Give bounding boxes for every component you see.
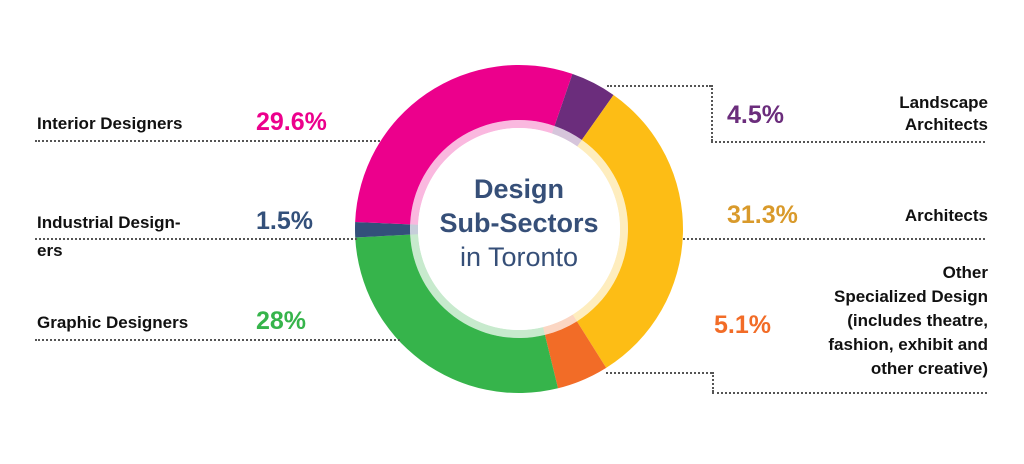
- donut-slice: [355, 234, 559, 393]
- leader-landscape-b: [711, 85, 713, 141]
- donut-hole: [418, 128, 620, 330]
- label-industrial-line1: Industrial Design-: [37, 213, 181, 232]
- center-line1: Design: [473, 174, 565, 204]
- label-other-line2: Specialized Design: [834, 287, 988, 306]
- donut-slice: [355, 64, 573, 225]
- pct-interior: 29.6%: [256, 108, 327, 136]
- label-industrial: Industrial Design- ers: [37, 212, 181, 262]
- leader-interior: [35, 140, 380, 142]
- label-landscape: Landscape Architects: [899, 92, 988, 136]
- label-landscape-line1: Landscape: [899, 93, 988, 112]
- pct-graphic: 28%: [256, 307, 307, 335]
- donut-inner-band: [551, 125, 582, 147]
- pct-other: 5.1%: [714, 311, 771, 339]
- donut-inner-band: [409, 224, 419, 235]
- label-other-line5: other creative): [870, 359, 988, 378]
- leader-architects: [683, 238, 985, 240]
- donut-inner-band: [572, 139, 628, 322]
- label-other-line3: (includes theatre,: [847, 311, 988, 330]
- pct-architects: 31.3%: [727, 201, 798, 229]
- center-line2: Sub-Sectors: [439, 208, 599, 238]
- donut-slice: [544, 321, 607, 389]
- pct-industrial: 1.5%: [256, 207, 313, 235]
- label-other-line4: fashion, exhibit and: [828, 335, 988, 354]
- label-other: Other Specialized Design (includes theat…: [828, 261, 988, 381]
- center-line3: in Toronto: [459, 242, 579, 272]
- label-interior: Interior Designers: [37, 114, 183, 133]
- donut-slice: [355, 222, 411, 238]
- leader-other-a: [606, 372, 712, 374]
- leader-other-b: [712, 372, 714, 392]
- label-landscape-line2: Architects: [904, 115, 988, 134]
- leader-graphic: [35, 339, 400, 341]
- leader-landscape-a: [607, 85, 711, 87]
- label-graphic: Graphic Designers: [37, 313, 189, 332]
- leader-other-c: [712, 392, 987, 394]
- pct-landscape: 4.5%: [727, 101, 784, 129]
- label-other-line1: Other: [942, 263, 988, 282]
- donut-slice: [576, 94, 683, 368]
- label-industrial-line2: ers: [37, 241, 63, 260]
- label-architects: Architects: [904, 206, 988, 225]
- donut-inner-band: [543, 314, 577, 335]
- leader-industrial: [35, 238, 357, 240]
- center-title: Design Sub-Sectors in Toronto: [419, 172, 619, 274]
- donut-slice: [554, 73, 614, 140]
- leader-landscape-c: [711, 141, 985, 143]
